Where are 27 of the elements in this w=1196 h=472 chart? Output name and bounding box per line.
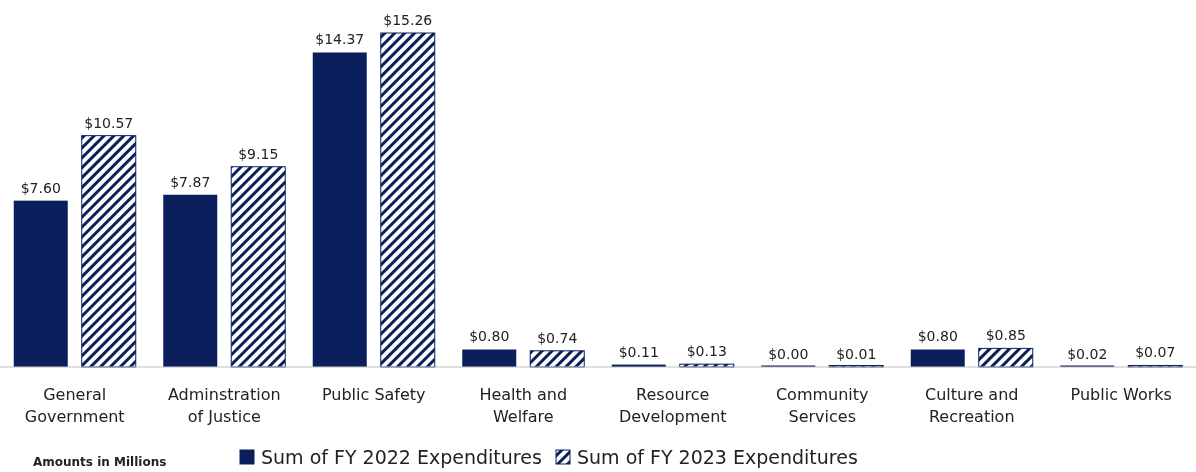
x-tick-label: Community Services <box>775 385 869 426</box>
data-label: $0.80 <box>469 328 510 345</box>
data-label: $0.07 <box>1135 344 1176 361</box>
x-tick-label: Public Safety <box>321 385 426 404</box>
data-label: $0.85 <box>985 327 1026 344</box>
x-tick-label: Health and Welfare <box>479 385 568 426</box>
data-label: $15.26 <box>383 12 433 28</box>
x-tick-label: Adminstration of Justice <box>167 385 281 426</box>
data-label: $0.74 <box>537 329 578 346</box>
x-tick-label: Resource Development <box>618 385 727 426</box>
data-label: $7.60 <box>20 179 61 196</box>
data-label: $0.80 <box>917 328 958 345</box>
data-label: $0.01 <box>836 345 877 362</box>
x-tick-label: Public Works <box>1070 385 1172 404</box>
data-label: $0.13 <box>686 343 727 360</box>
x-tick-label: Culture and Recreation <box>925 385 1019 426</box>
x-tick-label: General Government <box>24 385 125 426</box>
data-label: $10.57 <box>84 114 134 131</box>
data-label: $7.87 <box>170 173 211 190</box>
data-label: $0.02 <box>1067 345 1108 362</box>
legend-label: Sum of FY 2022 Expenditures <box>261 446 542 468</box>
legend-label: Sum of FY 2023 Expenditures <box>577 446 858 468</box>
data-label: $0.00 <box>768 346 809 362</box>
text: Amounts in Millions <box>33 455 167 469</box>
data-label: $9.15 <box>238 145 279 162</box>
data-label: $14.37 <box>315 31 365 48</box>
data-label: $0.11 <box>618 343 659 360</box>
